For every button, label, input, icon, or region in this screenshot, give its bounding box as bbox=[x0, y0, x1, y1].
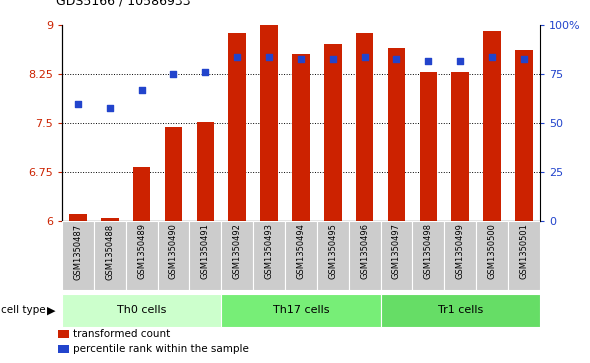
Bar bbox=[253, 221, 285, 290]
Point bbox=[201, 70, 210, 76]
Bar bbox=[165, 127, 182, 221]
Point bbox=[169, 72, 178, 77]
Text: GSM1350496: GSM1350496 bbox=[360, 224, 369, 280]
Bar bbox=[158, 221, 189, 290]
Bar bbox=[221, 294, 381, 327]
Bar bbox=[381, 294, 540, 327]
Bar bbox=[356, 33, 373, 221]
Text: GSM1350489: GSM1350489 bbox=[137, 224, 146, 280]
Text: cell type: cell type bbox=[1, 305, 46, 315]
Point bbox=[264, 54, 274, 60]
Bar bbox=[62, 294, 221, 327]
Text: GSM1350488: GSM1350488 bbox=[105, 224, 114, 280]
Bar bbox=[419, 73, 437, 221]
Bar bbox=[412, 221, 444, 290]
Text: GSM1350493: GSM1350493 bbox=[264, 224, 274, 280]
Text: transformed count: transformed count bbox=[73, 329, 171, 339]
Point bbox=[105, 105, 114, 111]
Text: GDS5166 / 10586933: GDS5166 / 10586933 bbox=[56, 0, 191, 7]
Text: GSM1350492: GSM1350492 bbox=[232, 224, 242, 280]
Text: GSM1350494: GSM1350494 bbox=[296, 224, 306, 280]
Point bbox=[73, 101, 83, 107]
Text: GSM1350491: GSM1350491 bbox=[201, 224, 210, 280]
Bar bbox=[94, 221, 126, 290]
Point bbox=[424, 58, 433, 64]
Bar bbox=[101, 217, 119, 221]
Bar bbox=[196, 122, 214, 221]
Bar bbox=[451, 73, 469, 221]
Bar bbox=[221, 221, 253, 290]
Bar bbox=[58, 344, 69, 353]
Bar bbox=[483, 30, 501, 221]
Bar bbox=[515, 50, 533, 221]
Bar bbox=[189, 221, 221, 290]
Bar bbox=[69, 213, 87, 221]
Bar bbox=[388, 48, 405, 221]
Bar bbox=[285, 221, 317, 290]
Point bbox=[137, 87, 146, 93]
Bar bbox=[260, 25, 278, 221]
Text: GSM1350487: GSM1350487 bbox=[73, 224, 83, 280]
Bar bbox=[381, 221, 412, 290]
Bar bbox=[62, 221, 94, 290]
Bar bbox=[508, 221, 540, 290]
Bar bbox=[292, 54, 310, 221]
Text: GSM1350495: GSM1350495 bbox=[328, 224, 337, 280]
Point bbox=[328, 56, 337, 62]
Bar bbox=[228, 33, 246, 221]
Text: percentile rank within the sample: percentile rank within the sample bbox=[73, 344, 249, 354]
Text: ▶: ▶ bbox=[47, 305, 55, 315]
Text: GSM1350497: GSM1350497 bbox=[392, 224, 401, 280]
Text: GSM1350501: GSM1350501 bbox=[519, 224, 529, 280]
Text: GSM1350498: GSM1350498 bbox=[424, 224, 433, 280]
Text: Th0 cells: Th0 cells bbox=[117, 305, 166, 315]
Point bbox=[519, 56, 529, 62]
Text: GSM1350499: GSM1350499 bbox=[455, 224, 465, 280]
Point bbox=[232, 54, 242, 60]
Bar bbox=[58, 330, 69, 338]
Bar bbox=[126, 221, 158, 290]
Text: GSM1350500: GSM1350500 bbox=[487, 224, 497, 280]
Bar bbox=[349, 221, 381, 290]
Bar bbox=[317, 221, 349, 290]
Bar bbox=[444, 221, 476, 290]
Bar bbox=[476, 221, 508, 290]
Bar bbox=[324, 44, 342, 221]
Point bbox=[360, 54, 369, 60]
Point bbox=[296, 56, 306, 62]
Text: GSM1350490: GSM1350490 bbox=[169, 224, 178, 280]
Point bbox=[487, 54, 497, 60]
Text: Tr1 cells: Tr1 cells bbox=[438, 305, 483, 315]
Point bbox=[455, 58, 465, 64]
Point bbox=[392, 56, 401, 62]
Text: Th17 cells: Th17 cells bbox=[273, 305, 329, 315]
Bar bbox=[133, 167, 150, 221]
